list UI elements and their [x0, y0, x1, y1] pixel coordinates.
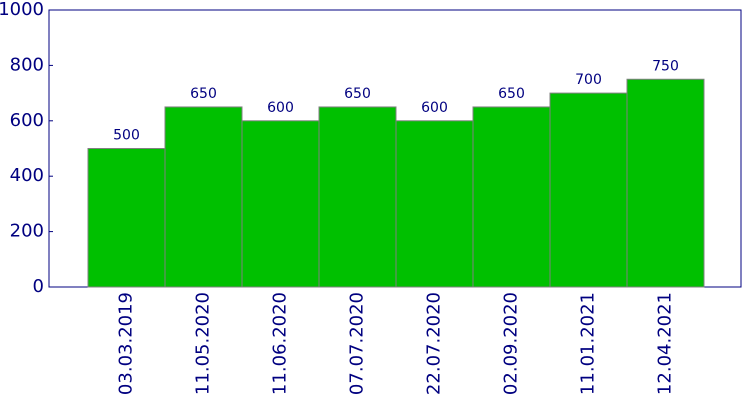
value-label: 600	[267, 100, 294, 116]
y-tick-label: 400	[10, 165, 44, 186]
x-tick-label: 03.03.2019	[116, 292, 137, 395]
x-tick-label: 22.07.2020	[424, 292, 445, 395]
value-label: 650	[190, 86, 217, 102]
y-tick-label: 600	[10, 110, 44, 131]
y-tick-label: 0	[33, 276, 44, 297]
x-tick-label: 11.05.2020	[193, 292, 214, 395]
x-tick-label: 07.07.2020	[347, 292, 368, 395]
x-tick-label: 12.04.2021	[655, 292, 676, 395]
value-label: 700	[575, 72, 602, 88]
bar	[395, 120, 474, 288]
value-label: 750	[652, 58, 679, 74]
bar	[87, 148, 166, 288]
y-tick-label: 1000	[0, 0, 44, 20]
x-tick-label: 02.09.2020	[501, 292, 522, 395]
bar	[318, 106, 397, 288]
y-tick-label: 800	[10, 54, 44, 75]
y-tick-label: 200	[10, 221, 44, 242]
value-label: 650	[498, 86, 525, 102]
value-label: 600	[421, 100, 448, 116]
bar	[241, 120, 320, 288]
x-tick-label: 11.06.2020	[270, 292, 291, 395]
bar	[626, 78, 705, 288]
value-label: 650	[344, 86, 371, 102]
x-tick-label: 11.01.2021	[578, 292, 599, 395]
bar	[164, 106, 243, 288]
bar	[549, 92, 628, 288]
bar	[472, 106, 551, 288]
value-label: 500	[113, 128, 140, 144]
